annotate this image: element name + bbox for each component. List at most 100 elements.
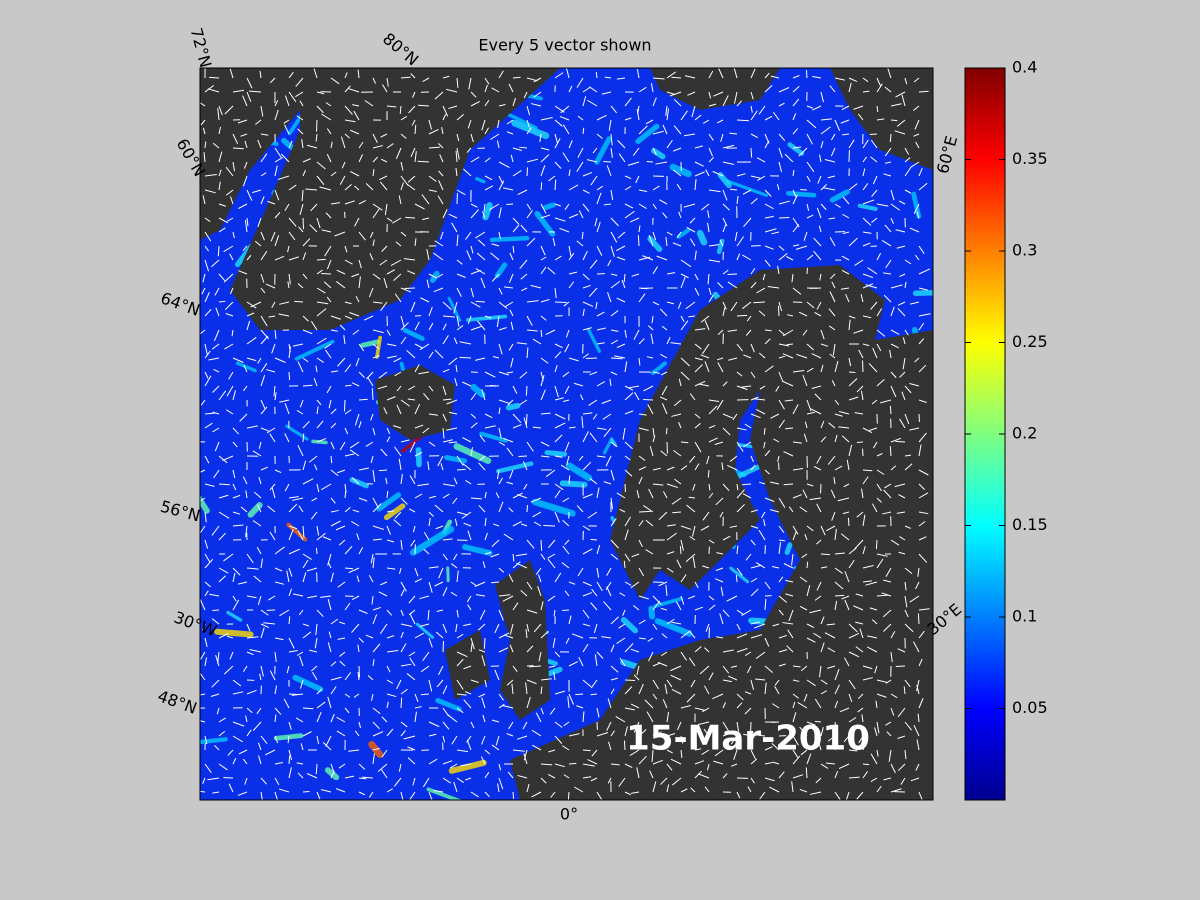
vector [242,476,248,485]
vector [750,777,755,784]
vector [344,259,353,265]
vector [885,567,892,578]
vector [803,693,808,702]
vector [904,413,910,425]
vector [297,444,304,457]
vector [568,140,573,149]
vector [854,539,864,550]
vector [302,559,309,569]
vector [294,300,304,303]
vector [848,444,853,457]
vector [578,656,584,667]
vector [498,501,504,513]
vector [540,203,547,214]
vector [526,119,530,128]
vector [646,356,654,359]
vector [508,721,514,730]
vector [714,578,724,583]
vector [225,189,234,196]
vector [918,268,931,275]
vector [756,287,766,294]
vector [778,133,786,142]
vector [540,329,543,338]
vector [218,273,226,282]
vector [372,721,380,730]
vector [358,763,366,770]
vector [549,707,556,715]
vector [498,407,501,415]
vector [407,757,416,765]
vector [344,119,356,123]
vector [423,548,430,555]
vector [726,595,738,602]
vector [414,238,417,247]
vector [474,581,486,587]
vector [813,632,822,639]
vector [815,777,822,784]
vector [722,307,726,317]
vector [862,476,869,485]
vector [610,441,618,448]
vector [540,357,549,364]
vector [764,228,777,233]
graticule-label: 72°N [187,26,216,70]
vector [618,623,626,629]
vector [369,231,374,238]
vector [428,758,438,765]
vector [386,679,394,684]
vector [610,688,615,695]
vector [274,357,286,363]
vector [422,217,430,221]
vector [764,450,771,457]
vector [316,269,323,275]
vector [792,701,796,709]
vector [371,693,374,701]
vector [701,203,710,211]
vector [582,548,593,555]
vector [400,76,411,79]
vector [621,279,626,289]
vector [645,519,654,527]
vector [876,721,880,734]
vector [904,567,913,575]
vector [848,237,858,247]
vector [627,161,640,166]
vector [212,791,220,794]
vector [343,399,346,412]
vector [652,759,663,765]
vector [540,441,550,447]
vector [379,175,388,181]
vector [540,256,547,261]
vector [386,539,395,543]
vector [484,491,487,499]
vector [491,719,500,723]
vector [554,287,557,299]
vector [350,129,360,135]
vector [855,593,864,597]
vector [540,678,552,681]
vector [459,356,472,359]
vector [256,546,262,555]
vector [456,707,464,714]
vector [784,399,794,402]
vector [353,110,360,121]
vector [484,185,494,191]
vector [786,343,794,346]
vector [448,357,458,366]
vector [876,693,887,698]
vector [582,171,593,177]
vector [890,385,897,398]
vector [386,635,395,639]
vector [848,559,855,569]
vector [728,357,738,361]
vector [610,133,613,146]
vector [310,665,318,672]
vector [510,357,514,368]
vector [596,133,603,139]
vector [660,371,668,376]
vector [427,461,430,471]
vector [629,749,640,756]
vector [840,119,850,124]
streak [654,618,693,637]
vector [810,408,822,415]
